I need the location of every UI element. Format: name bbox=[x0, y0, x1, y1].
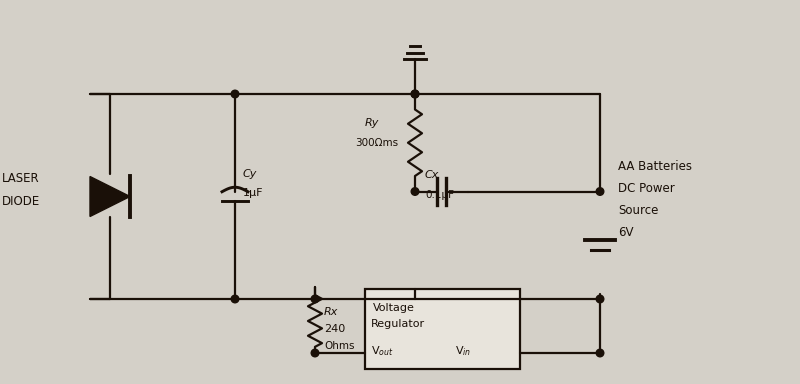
Circle shape bbox=[596, 188, 604, 195]
Text: DC Power: DC Power bbox=[618, 182, 674, 195]
Circle shape bbox=[596, 295, 604, 303]
Text: Ohms: Ohms bbox=[324, 341, 354, 351]
Circle shape bbox=[411, 90, 419, 98]
Circle shape bbox=[231, 90, 239, 98]
Text: 1μF: 1μF bbox=[243, 187, 263, 197]
Text: Ry: Ry bbox=[365, 118, 379, 128]
Text: Source: Source bbox=[618, 204, 658, 217]
Text: V$_{in}$: V$_{in}$ bbox=[455, 344, 471, 358]
Text: AA Batteries: AA Batteries bbox=[618, 160, 692, 173]
Circle shape bbox=[411, 188, 419, 195]
Text: DIODE: DIODE bbox=[2, 195, 40, 208]
Text: Cx: Cx bbox=[425, 170, 439, 180]
Circle shape bbox=[596, 349, 604, 357]
Text: 6V: 6V bbox=[618, 226, 634, 239]
Text: Cy: Cy bbox=[243, 169, 258, 179]
Text: 300Ωms: 300Ωms bbox=[355, 138, 398, 148]
Circle shape bbox=[411, 90, 419, 98]
Text: Voltage: Voltage bbox=[373, 303, 415, 313]
Text: Rx: Rx bbox=[324, 307, 338, 317]
Text: Regulator: Regulator bbox=[371, 319, 425, 329]
Text: 240: 240 bbox=[324, 324, 346, 334]
FancyBboxPatch shape bbox=[365, 289, 520, 369]
Circle shape bbox=[311, 295, 318, 303]
Circle shape bbox=[231, 295, 239, 303]
Text: 0.1μF: 0.1μF bbox=[425, 190, 454, 200]
Text: LASER: LASER bbox=[2, 172, 40, 185]
Text: V$_{out}$: V$_{out}$ bbox=[371, 344, 394, 358]
Circle shape bbox=[311, 349, 318, 357]
Polygon shape bbox=[90, 177, 130, 217]
